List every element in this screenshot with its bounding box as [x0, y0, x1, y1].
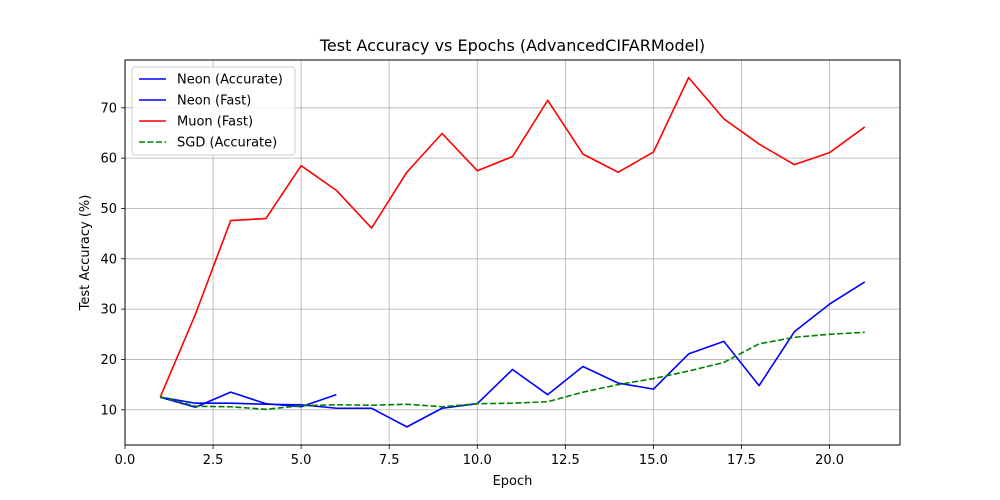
y-tick-label: 10: [100, 403, 117, 418]
x-tick-label: 7.5: [379, 453, 400, 468]
x-tick-label: 5.0: [291, 453, 312, 468]
y-tick-label: 70: [100, 101, 117, 116]
legend-label: SGD (Accurate): [177, 136, 277, 151]
grid-lines: [124, 60, 900, 445]
series-lines: [159, 76, 866, 428]
y-tick-label: 40: [100, 252, 117, 267]
x-tick-label: 0.0: [115, 453, 136, 468]
series-line-sgd-accurate: [160, 331, 865, 411]
legend: Neon (Accurate) Neon (Fast) Muon (Fast) SGD…: [131, 66, 296, 156]
y-tick-label: 60: [100, 152, 117, 167]
y-axis-label: Test Accuracy (%): [78, 195, 93, 312]
y-tick-label: 50: [100, 202, 117, 217]
legend-box: [131, 66, 296, 156]
x-tick-label: 20.0: [815, 453, 844, 468]
x-tick-label: 12.5: [551, 453, 580, 468]
x-tick-label: 15.0: [639, 453, 668, 468]
y-tick-label: 20: [100, 353, 117, 368]
x-tick-label: 17.5: [727, 453, 756, 468]
axis-ticks: 0.0 2.5 5.0 7.5 10.0 12.5 15.0 17.5 20.0 10 20 30 40…: [100, 101, 844, 468]
series-line-muon-fast: [159, 76, 866, 398]
x-axis-label: Epoch: [493, 474, 533, 489]
legend-label: Neon (Accurate): [177, 73, 283, 88]
x-tick-label: 10.0: [463, 453, 492, 468]
chart-title: Test Accuracy vs Epochs (AdvancedCIFARMo…: [319, 36, 705, 55]
series-line-neon-fast: [160, 281, 866, 428]
x-tick-label: 2.5: [203, 453, 224, 468]
y-tick-label: 30: [100, 303, 117, 318]
legend-label: Neon (Fast): [177, 94, 251, 109]
plot-frame: [124, 59, 901, 446]
legend-label: Muon (Fast): [177, 115, 253, 130]
